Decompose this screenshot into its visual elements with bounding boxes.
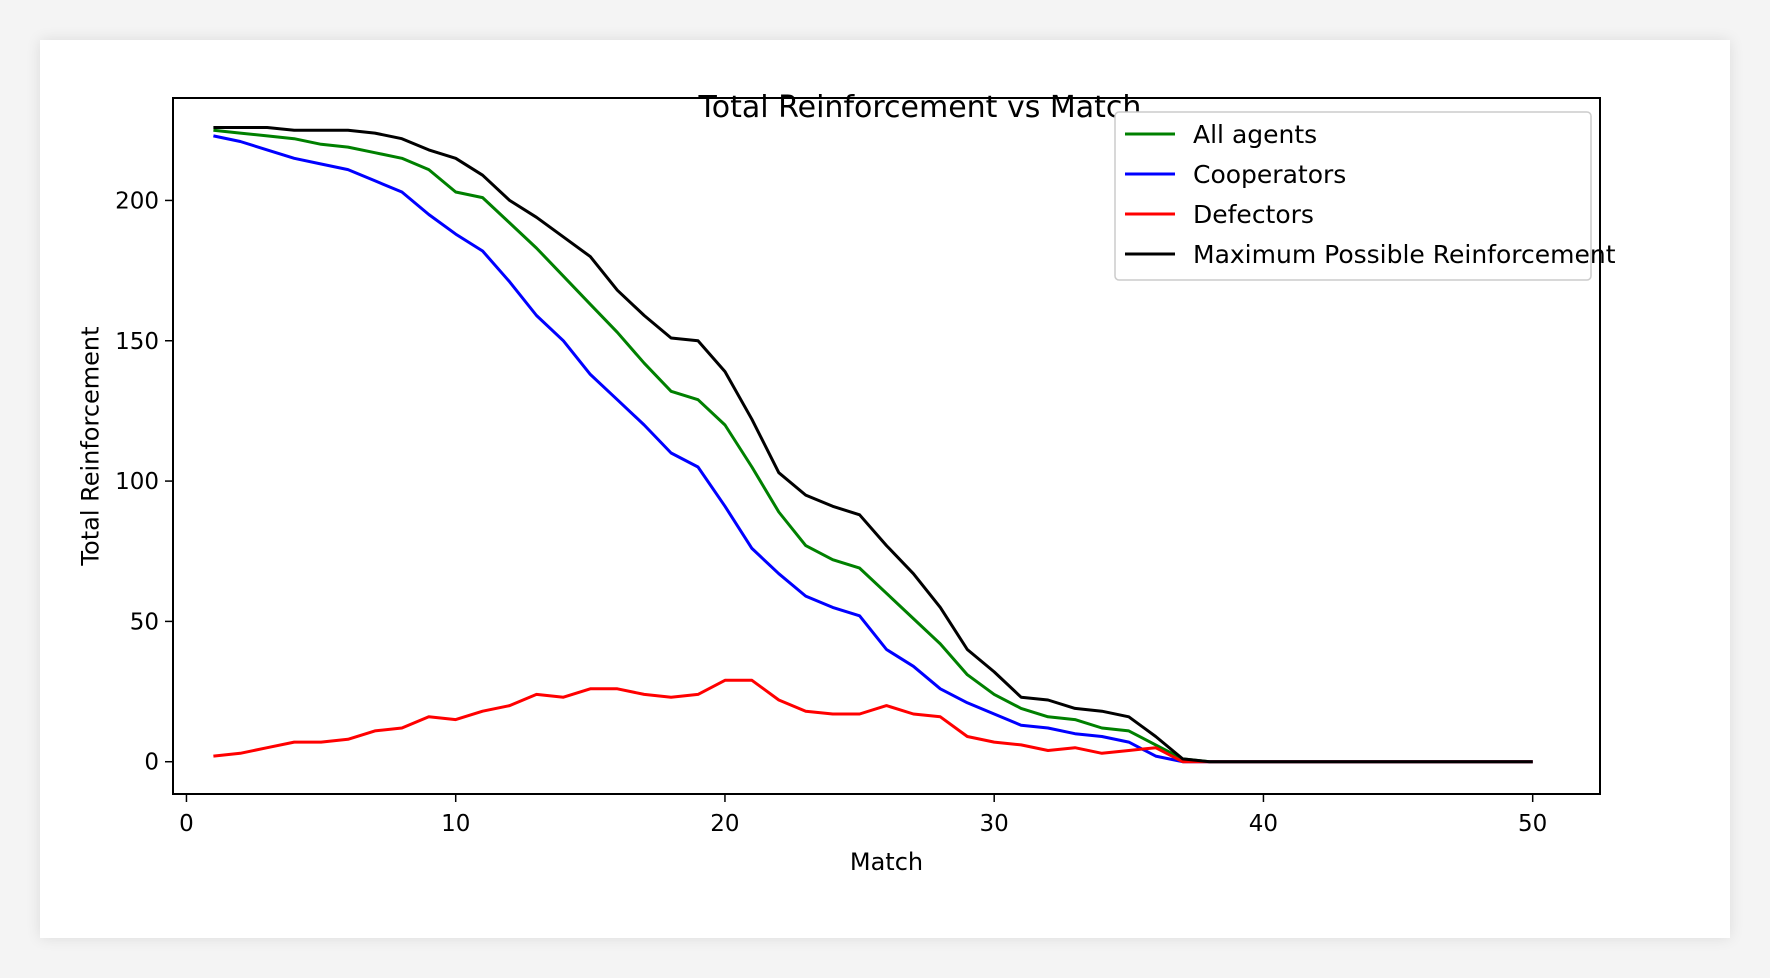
x-axis-title: Match [850,848,923,876]
y-tick-label: 50 [130,609,159,635]
y-axis-title: Total Reinforcement [76,326,104,566]
legend-label-all-agents: All agents [1193,120,1317,149]
axis-ticks: 0 10 20 30 40 50 0 50 100 150 200 [115,188,1547,837]
y-tick-label: 0 [144,750,159,776]
x-tick-label: 50 [1518,811,1547,837]
x-tick-label: 20 [710,811,739,837]
chart-title: Total Reinforcement vs Match [698,90,1142,125]
plot-area-frame [172,97,1601,795]
legend-label-defectors: Defectors [1193,200,1314,229]
x-tick-label: 0 [179,811,194,837]
series-layer [213,126,1533,764]
legend-label-cooperators: Cooperators [1193,160,1346,189]
series-line-maximum-possible-reinforcement [213,126,1533,764]
legend-box [1114,111,1592,281]
y-tick-label: 100 [115,469,159,495]
x-tick-label: 40 [1249,811,1278,837]
legend-label-maximum-possible-reinforcement: Maximum Possible Reinforcement [1193,240,1616,269]
series-line-defectors [213,678,1533,764]
chart-legend: All agents Cooperators Defectors Maximum Po… [1114,111,1616,281]
figure-card: Total Reinforcement vs Match 0 10 20 30 40 50… [40,40,1730,938]
y-tick-label: 150 [115,329,159,355]
line-chart: Total Reinforcement vs Match 0 10 20 30 40 50… [76,90,1616,876]
x-tick-label: 30 [980,811,1009,837]
y-tick-label: 200 [115,188,159,214]
x-tick-label: 10 [441,811,470,837]
